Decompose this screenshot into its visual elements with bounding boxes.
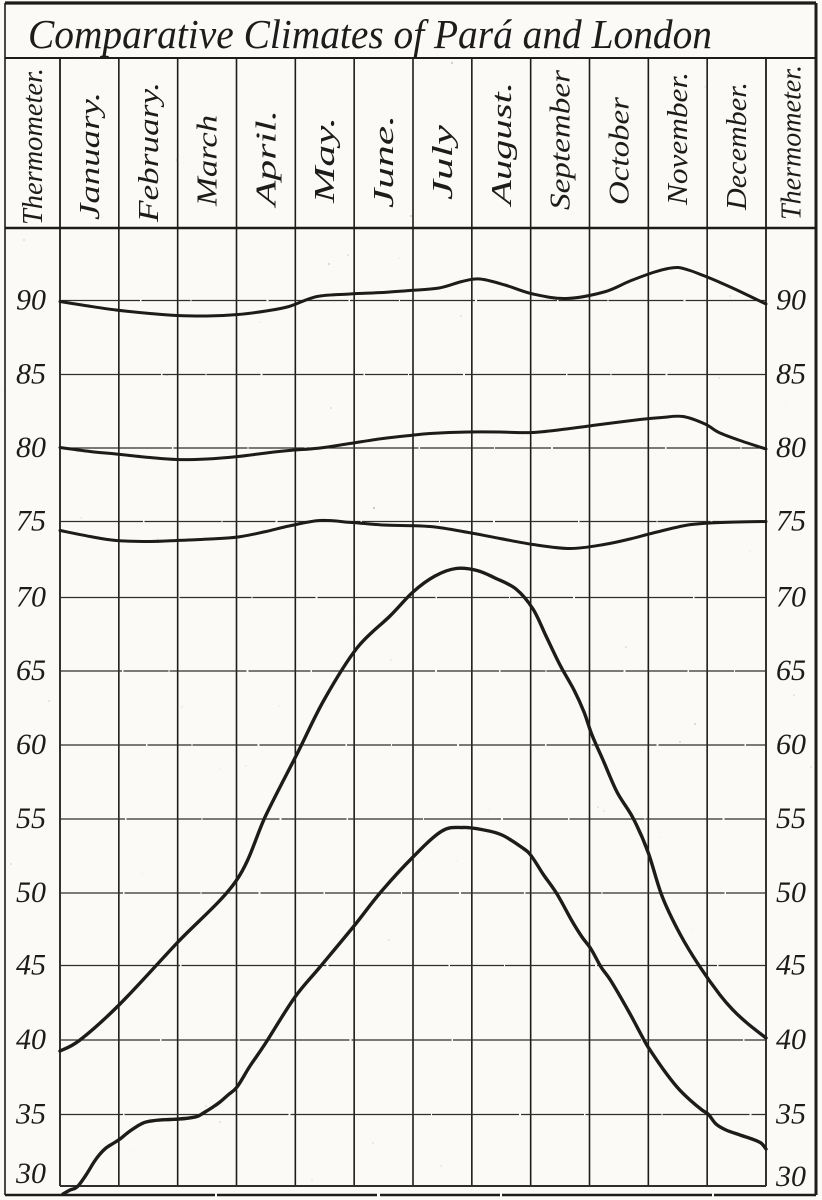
svg-text:75: 75: [776, 505, 806, 538]
svg-text:December.: December.: [722, 82, 753, 211]
svg-text:35: 35: [15, 1098, 46, 1131]
svg-text:Thermometer.: Thermometer.: [777, 65, 808, 220]
svg-text:65: 65: [776, 654, 806, 687]
svg-text:90: 90: [16, 284, 46, 317]
svg-text:40: 40: [776, 1023, 806, 1056]
svg-text:50: 50: [776, 876, 806, 909]
svg-text:45: 45: [16, 949, 46, 982]
svg-text:65: 65: [16, 654, 46, 687]
svg-text:November.: November.: [663, 72, 694, 206]
svg-text:45: 45: [776, 949, 806, 982]
svg-text:February.: February.: [134, 82, 165, 223]
svg-text:May.: May.: [310, 117, 341, 205]
svg-text:August.: August.: [487, 82, 518, 208]
svg-text:30: 30: [15, 1157, 46, 1190]
svg-text:35: 35: [775, 1098, 806, 1131]
svg-text:70: 70: [776, 581, 806, 614]
svg-text:70: 70: [16, 581, 46, 614]
svg-text:40: 40: [16, 1023, 46, 1056]
svg-text:80: 80: [776, 431, 806, 464]
svg-text:30: 30: [775, 1160, 806, 1193]
svg-text:October: October: [604, 97, 635, 205]
svg-text:60: 60: [16, 728, 46, 761]
svg-text:Thermometer.: Thermometer.: [18, 68, 49, 225]
svg-text:January.: January.: [75, 92, 106, 220]
svg-text:90: 90: [776, 284, 806, 317]
svg-text:50: 50: [16, 876, 46, 909]
svg-text:July: July: [428, 124, 459, 200]
svg-text:85: 85: [16, 358, 46, 391]
svg-text:75: 75: [16, 505, 46, 538]
svg-text:April.: April.: [251, 110, 282, 209]
svg-text:80: 80: [16, 431, 46, 464]
svg-text:June.: June.: [369, 115, 400, 208]
svg-text:55: 55: [16, 802, 46, 835]
svg-text:Comparative Climates of Pará a: Comparative Climates of Pará and London: [28, 11, 712, 57]
svg-text:85: 85: [776, 358, 806, 391]
svg-text:55: 55: [776, 802, 806, 835]
svg-text:March: March: [193, 115, 224, 207]
svg-text:September: September: [546, 70, 577, 210]
svg-text:60: 60: [776, 728, 806, 761]
